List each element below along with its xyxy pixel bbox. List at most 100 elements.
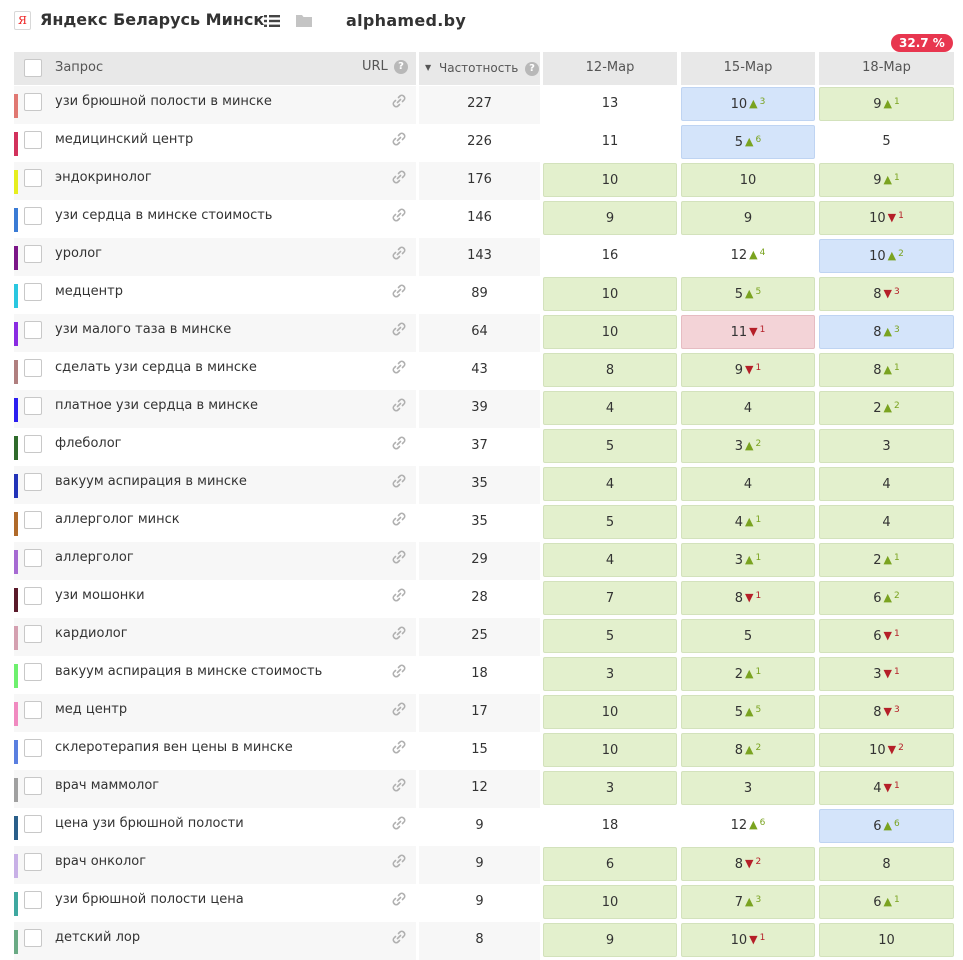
query-text[interactable]: флеболог (55, 436, 122, 451)
position-cell[interactable]: 10 (543, 733, 677, 767)
table-row[interactable]: вакуум аспирация в минске 35 4 4 4 (14, 466, 956, 504)
position-cell[interactable]: 6 ▲ 6 (819, 809, 954, 843)
table-row[interactable]: платное узи сердца в минске 39 4 4 2 ▲ 2 (14, 390, 956, 428)
link-icon[interactable] (391, 511, 407, 527)
row-checkbox[interactable] (24, 511, 42, 529)
position-cell[interactable]: 9 (543, 923, 677, 957)
position-cell[interactable]: 10 (543, 315, 677, 349)
position-cell[interactable]: 10 ▼ 1 (681, 923, 815, 957)
position-cell[interactable]: 11 (543, 125, 677, 159)
select-all-checkbox[interactable] (24, 59, 42, 77)
position-cell[interactable]: 3 (819, 429, 954, 463)
table-row[interactable]: врач маммолог 12 3 3 4 ▼ 1 (14, 770, 956, 808)
row-checkbox[interactable] (24, 473, 42, 491)
position-cell[interactable]: 9 (543, 201, 677, 235)
url-help-icon[interactable]: ? (394, 60, 408, 74)
link-icon[interactable] (391, 321, 407, 337)
position-cell[interactable]: 5 (543, 505, 677, 539)
row-checkbox[interactable] (24, 815, 42, 833)
position-cell[interactable]: 10 (819, 923, 954, 957)
position-cell[interactable]: 5 ▲ 5 (681, 695, 815, 729)
position-cell[interactable]: 6 ▲ 2 (819, 581, 954, 615)
query-text[interactable]: аллерголог минск (55, 512, 180, 527)
table-row[interactable]: врач онколог 9 6 8 ▼ 2 8 (14, 846, 956, 884)
table-row[interactable]: эндокринолог 176 10 10 9 ▲ 1 (14, 162, 956, 200)
row-checkbox[interactable] (24, 283, 42, 301)
row-checkbox[interactable] (24, 701, 42, 719)
table-row[interactable]: узи брюшной полости цена 9 10 7 ▲ 3 6 ▲ 1 (14, 884, 956, 922)
position-cell[interactable]: 9 ▲ 1 (819, 87, 954, 121)
sort-desc-icon[interactable]: ▼ (425, 63, 432, 72)
position-cell[interactable]: 8 ▼ 3 (819, 277, 954, 311)
position-cell[interactable]: 4 ▲ 1 (681, 505, 815, 539)
position-cell[interactable]: 4 (543, 391, 677, 425)
position-cell[interactable]: 7 ▲ 3 (681, 885, 815, 919)
row-checkbox[interactable] (24, 397, 42, 415)
row-checkbox[interactable] (24, 207, 42, 225)
list-icon[interactable] (264, 14, 280, 28)
table-row[interactable]: узи сердца в минске стоимость 146 9 9 10 ▼ 1 (14, 200, 956, 238)
table-row[interactable]: медицинский центр 226 11 5 ▲ 6 5 (14, 124, 956, 162)
query-column-header[interactable]: Запрос URL ? (14, 52, 416, 85)
table-row[interactable]: узи брюшной полости в минске 227 13 10 ▲ 3 9 ▲ 1 (14, 86, 956, 124)
table-row[interactable]: цена узи брюшной полости 9 18 12 ▲ 6 6 ▲ 6 (14, 808, 956, 846)
position-cell[interactable]: 2 ▲ 1 (681, 657, 815, 691)
position-cell[interactable]: 3 (543, 657, 677, 691)
row-checkbox[interactable] (24, 587, 42, 605)
link-icon[interactable] (391, 435, 407, 451)
position-cell[interactable]: 8 ▼ 3 (819, 695, 954, 729)
row-checkbox[interactable] (24, 169, 42, 187)
position-cell[interactable]: 8 ▲ 1 (819, 353, 954, 387)
query-text[interactable]: детский лор (55, 930, 141, 945)
date-column-header[interactable]: 12-Мар (543, 52, 677, 85)
position-cell[interactable]: 10 (681, 163, 815, 197)
position-cell[interactable]: 4 (681, 467, 815, 501)
query-text[interactable]: узи брюшной полости в минске (55, 94, 272, 109)
position-cell[interactable]: 5 ▲ 5 (681, 277, 815, 311)
table-row[interactable]: медцентр 89 10 5 ▲ 5 8 ▼ 3 (14, 276, 956, 314)
link-icon[interactable] (391, 131, 407, 147)
query-text[interactable]: уролог (55, 246, 102, 261)
link-icon[interactable] (391, 359, 407, 375)
table-row[interactable]: склеротерапия вен цены в минске 15 10 8 ▲ 2 10… (14, 732, 956, 770)
query-text[interactable]: медицинский центр (55, 132, 194, 147)
position-cell[interactable]: 5 (681, 619, 815, 653)
date-column-header[interactable]: 15-Мар (681, 52, 815, 85)
link-icon[interactable] (391, 739, 407, 755)
query-text[interactable]: мед центр (55, 702, 128, 717)
position-cell[interactable]: 4 (543, 467, 677, 501)
frequency-column-header[interactable]: ▼ Частотность ? (419, 52, 540, 85)
position-cell[interactable]: 10 (543, 163, 677, 197)
query-text[interactable]: платное узи сердца в минске (55, 398, 258, 413)
link-icon[interactable] (391, 93, 407, 109)
query-text[interactable]: врач онколог (55, 854, 147, 869)
row-checkbox[interactable] (24, 625, 42, 643)
position-cell[interactable]: 8 (819, 847, 954, 881)
link-icon[interactable] (391, 929, 407, 945)
position-cell[interactable]: 9 ▼ 1 (681, 353, 815, 387)
position-cell[interactable]: 5 (543, 619, 677, 653)
row-checkbox[interactable] (24, 853, 42, 871)
row-checkbox[interactable] (24, 131, 42, 149)
position-cell[interactable]: 4 (819, 505, 954, 539)
link-icon[interactable] (391, 549, 407, 565)
link-icon[interactable] (391, 473, 407, 489)
position-cell[interactable]: 10 ▼ 1 (819, 201, 954, 235)
position-cell[interactable]: 13 (543, 87, 677, 121)
position-cell[interactable]: 12 ▲ 6 (681, 809, 815, 843)
row-checkbox[interactable] (24, 549, 42, 567)
position-cell[interactable]: 8 (543, 353, 677, 387)
frequency-help-icon[interactable]: ? (525, 62, 539, 76)
position-cell[interactable]: 10 ▲ 2 (819, 239, 954, 273)
link-icon[interactable] (391, 207, 407, 223)
row-checkbox[interactable] (24, 929, 42, 947)
link-icon[interactable] (391, 663, 407, 679)
position-cell[interactable]: 9 ▲ 1 (819, 163, 954, 197)
row-checkbox[interactable] (24, 321, 42, 339)
folder-icon[interactable] (296, 14, 312, 27)
position-cell[interactable]: 10 ▼ 2 (819, 733, 954, 767)
position-cell[interactable]: 5 (819, 125, 954, 159)
position-cell[interactable]: 3 (543, 771, 677, 805)
link-icon[interactable] (391, 891, 407, 907)
query-text[interactable]: эндокринолог (55, 170, 152, 185)
